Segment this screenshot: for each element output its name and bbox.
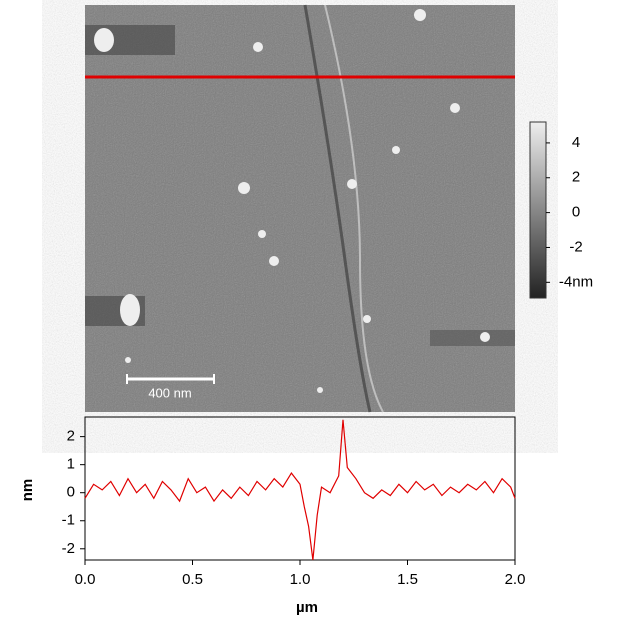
x-tick-label: 1.5 — [397, 571, 418, 588]
y-tick-label: 1 — [67, 456, 75, 473]
y-tick-label: 2 — [67, 428, 75, 445]
y-tick-label: 0 — [67, 484, 75, 501]
colorbar-tick-label: 0 — [572, 204, 580, 221]
profile-line — [84, 419, 516, 561]
x-tick-label: 0.5 — [182, 571, 203, 588]
afm-image: 400 nm — [85, 4, 515, 413]
x-axis-label: µm — [296, 599, 318, 616]
colorbar — [529, 121, 547, 299]
x-tick-label: 1.0 — [290, 571, 311, 588]
y-tick-label: -2 — [62, 540, 75, 557]
colorbar-tick-label: -4nm — [559, 273, 593, 290]
scale-bar-label: 400 nm — [148, 385, 191, 400]
plot-frame — [84, 416, 516, 561]
x-tick-label: 0.0 — [75, 571, 96, 588]
colorbar-tick-label: -2 — [569, 238, 582, 255]
y-tick-label: -1 — [62, 512, 75, 529]
colorbar-tick-label: 2 — [572, 169, 580, 186]
y-axis-label: nm — [19, 479, 36, 502]
x-tick-label: 2.0 — [505, 571, 526, 588]
colorbar-tick-label: 4 — [572, 134, 580, 151]
